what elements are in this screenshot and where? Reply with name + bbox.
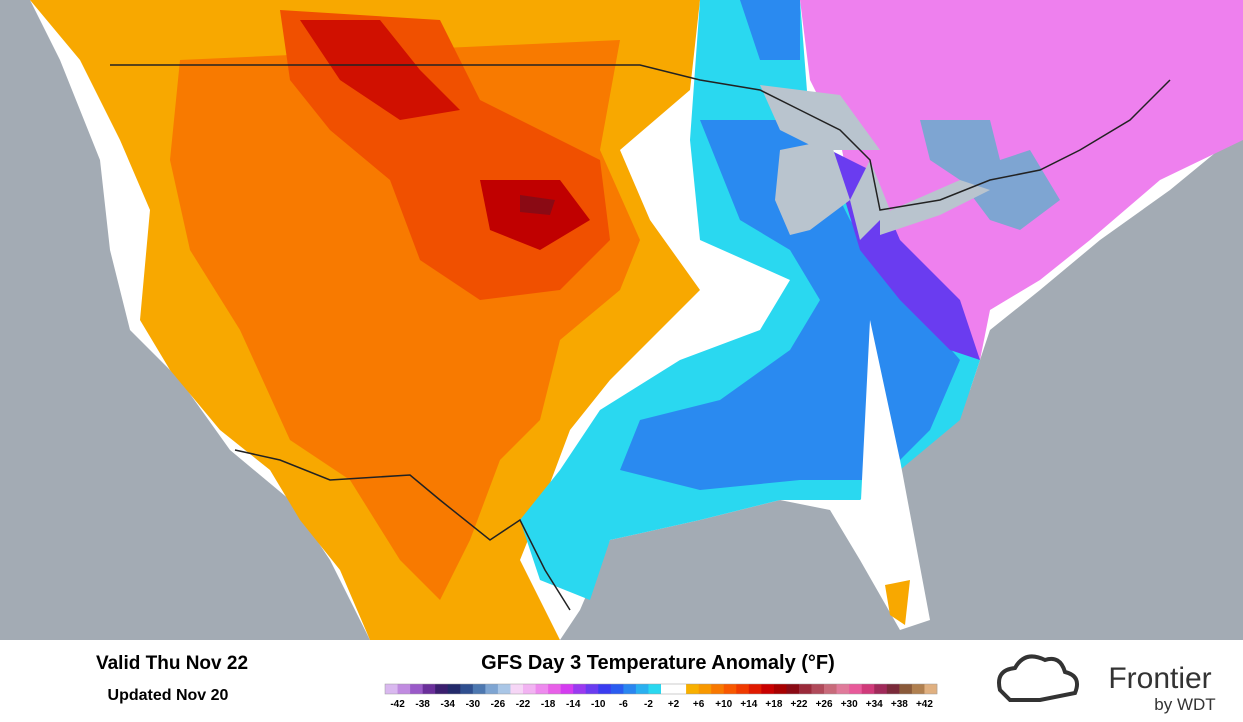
legend-swatch: [397, 684, 411, 694]
legend-label: -42: [390, 699, 405, 710]
valid-time: Valid Thu Nov 22: [96, 653, 248, 674]
legend-swatch: [924, 684, 938, 694]
legend: -42 -38 -34 -30 -26 -22 -18 -14 -10 -6 -2 +2 +6 +10 +1…: [384, 683, 938, 710]
legend-swatch: [799, 684, 812, 694]
legend-label: -18: [541, 699, 556, 710]
legend-label: +10: [715, 699, 732, 710]
legend-swatch: [623, 684, 637, 694]
legend-swatch: [648, 684, 662, 694]
legend-swatch: [849, 684, 863, 694]
legend-swatch: [635, 684, 649, 694]
legend-swatch: [435, 684, 449, 694]
legend-label: -34: [441, 699, 456, 710]
legend-swatch: [711, 684, 725, 694]
legend-label: +26: [816, 699, 833, 710]
legend-swatch: [874, 684, 888, 694]
legend-swatch: [610, 684, 624, 694]
legend-swatch: [786, 684, 800, 694]
legend-swatch: [673, 684, 687, 694]
legend-swatch: [761, 684, 775, 694]
legend-swatch: [736, 684, 750, 694]
footer: [0, 640, 1243, 722]
legend-swatch: [447, 684, 461, 694]
legend-swatch: [686, 684, 699, 694]
legend-label: +34: [866, 699, 883, 710]
legend-label: -30: [466, 699, 481, 710]
legend-label: -10: [591, 699, 606, 710]
legend-swatch: [460, 684, 474, 694]
legend-swatch: [535, 684, 549, 694]
legend-swatch: [585, 684, 599, 694]
logo-byline: by WDT: [1154, 695, 1215, 714]
legend-swatch: [385, 684, 398, 694]
legend-swatch: [485, 684, 499, 694]
borders: [110, 64, 1171, 611]
logo-icon: [997, 654, 1079, 702]
legend-swatch: [497, 684, 511, 694]
logo: Frontier by WDT: [997, 654, 1216, 714]
legend-swatch: [836, 684, 850, 694]
legend-swatch: [911, 684, 925, 694]
legend-swatch: [899, 684, 913, 694]
legend-swatch: [698, 684, 712, 694]
legend-swatch: [598, 684, 612, 694]
legend-label: +6: [693, 699, 705, 710]
legend-label: -26: [491, 699, 506, 710]
legend-swatch: [523, 684, 536, 694]
legend-frame: [384, 683, 938, 695]
legend-swatch: [422, 684, 436, 694]
legend-label: +14: [740, 699, 757, 710]
legend-swatch: [560, 684, 574, 694]
legend-swatch: [472, 684, 486, 694]
legend-swatch: [410, 684, 423, 694]
legend-label: +22: [791, 699, 808, 710]
legend-swatch: [548, 684, 561, 694]
legend-label: -38: [415, 699, 430, 710]
legend-label: +18: [765, 699, 782, 710]
legend-swatch: [510, 684, 524, 694]
legend-swatch: [748, 684, 762, 694]
legend-swatch: [811, 684, 825, 694]
legend-swatch: [861, 684, 875, 694]
legend-swatch: [573, 684, 587, 694]
legend-label: -14: [566, 699, 581, 710]
legend-swatch: [886, 684, 900, 694]
legend-swatch: [661, 684, 674, 694]
legend-label: +42: [916, 699, 933, 710]
legend-swatch: [723, 684, 737, 694]
legend-label: +38: [891, 699, 908, 710]
map-title: GFS Day 3 Temperature Anomaly (°F): [481, 652, 835, 674]
legend-label: -6: [619, 699, 628, 710]
logo-name: Frontier: [1108, 662, 1211, 695]
legend-label: -22: [516, 699, 531, 710]
legend-label: +30: [841, 699, 858, 710]
legend-swatch: [773, 684, 787, 694]
legend-label: -2: [644, 699, 653, 710]
legend-label: +2: [668, 699, 680, 710]
updated-time: Updated Nov 20: [108, 687, 229, 704]
legend-swatch: [824, 684, 837, 694]
